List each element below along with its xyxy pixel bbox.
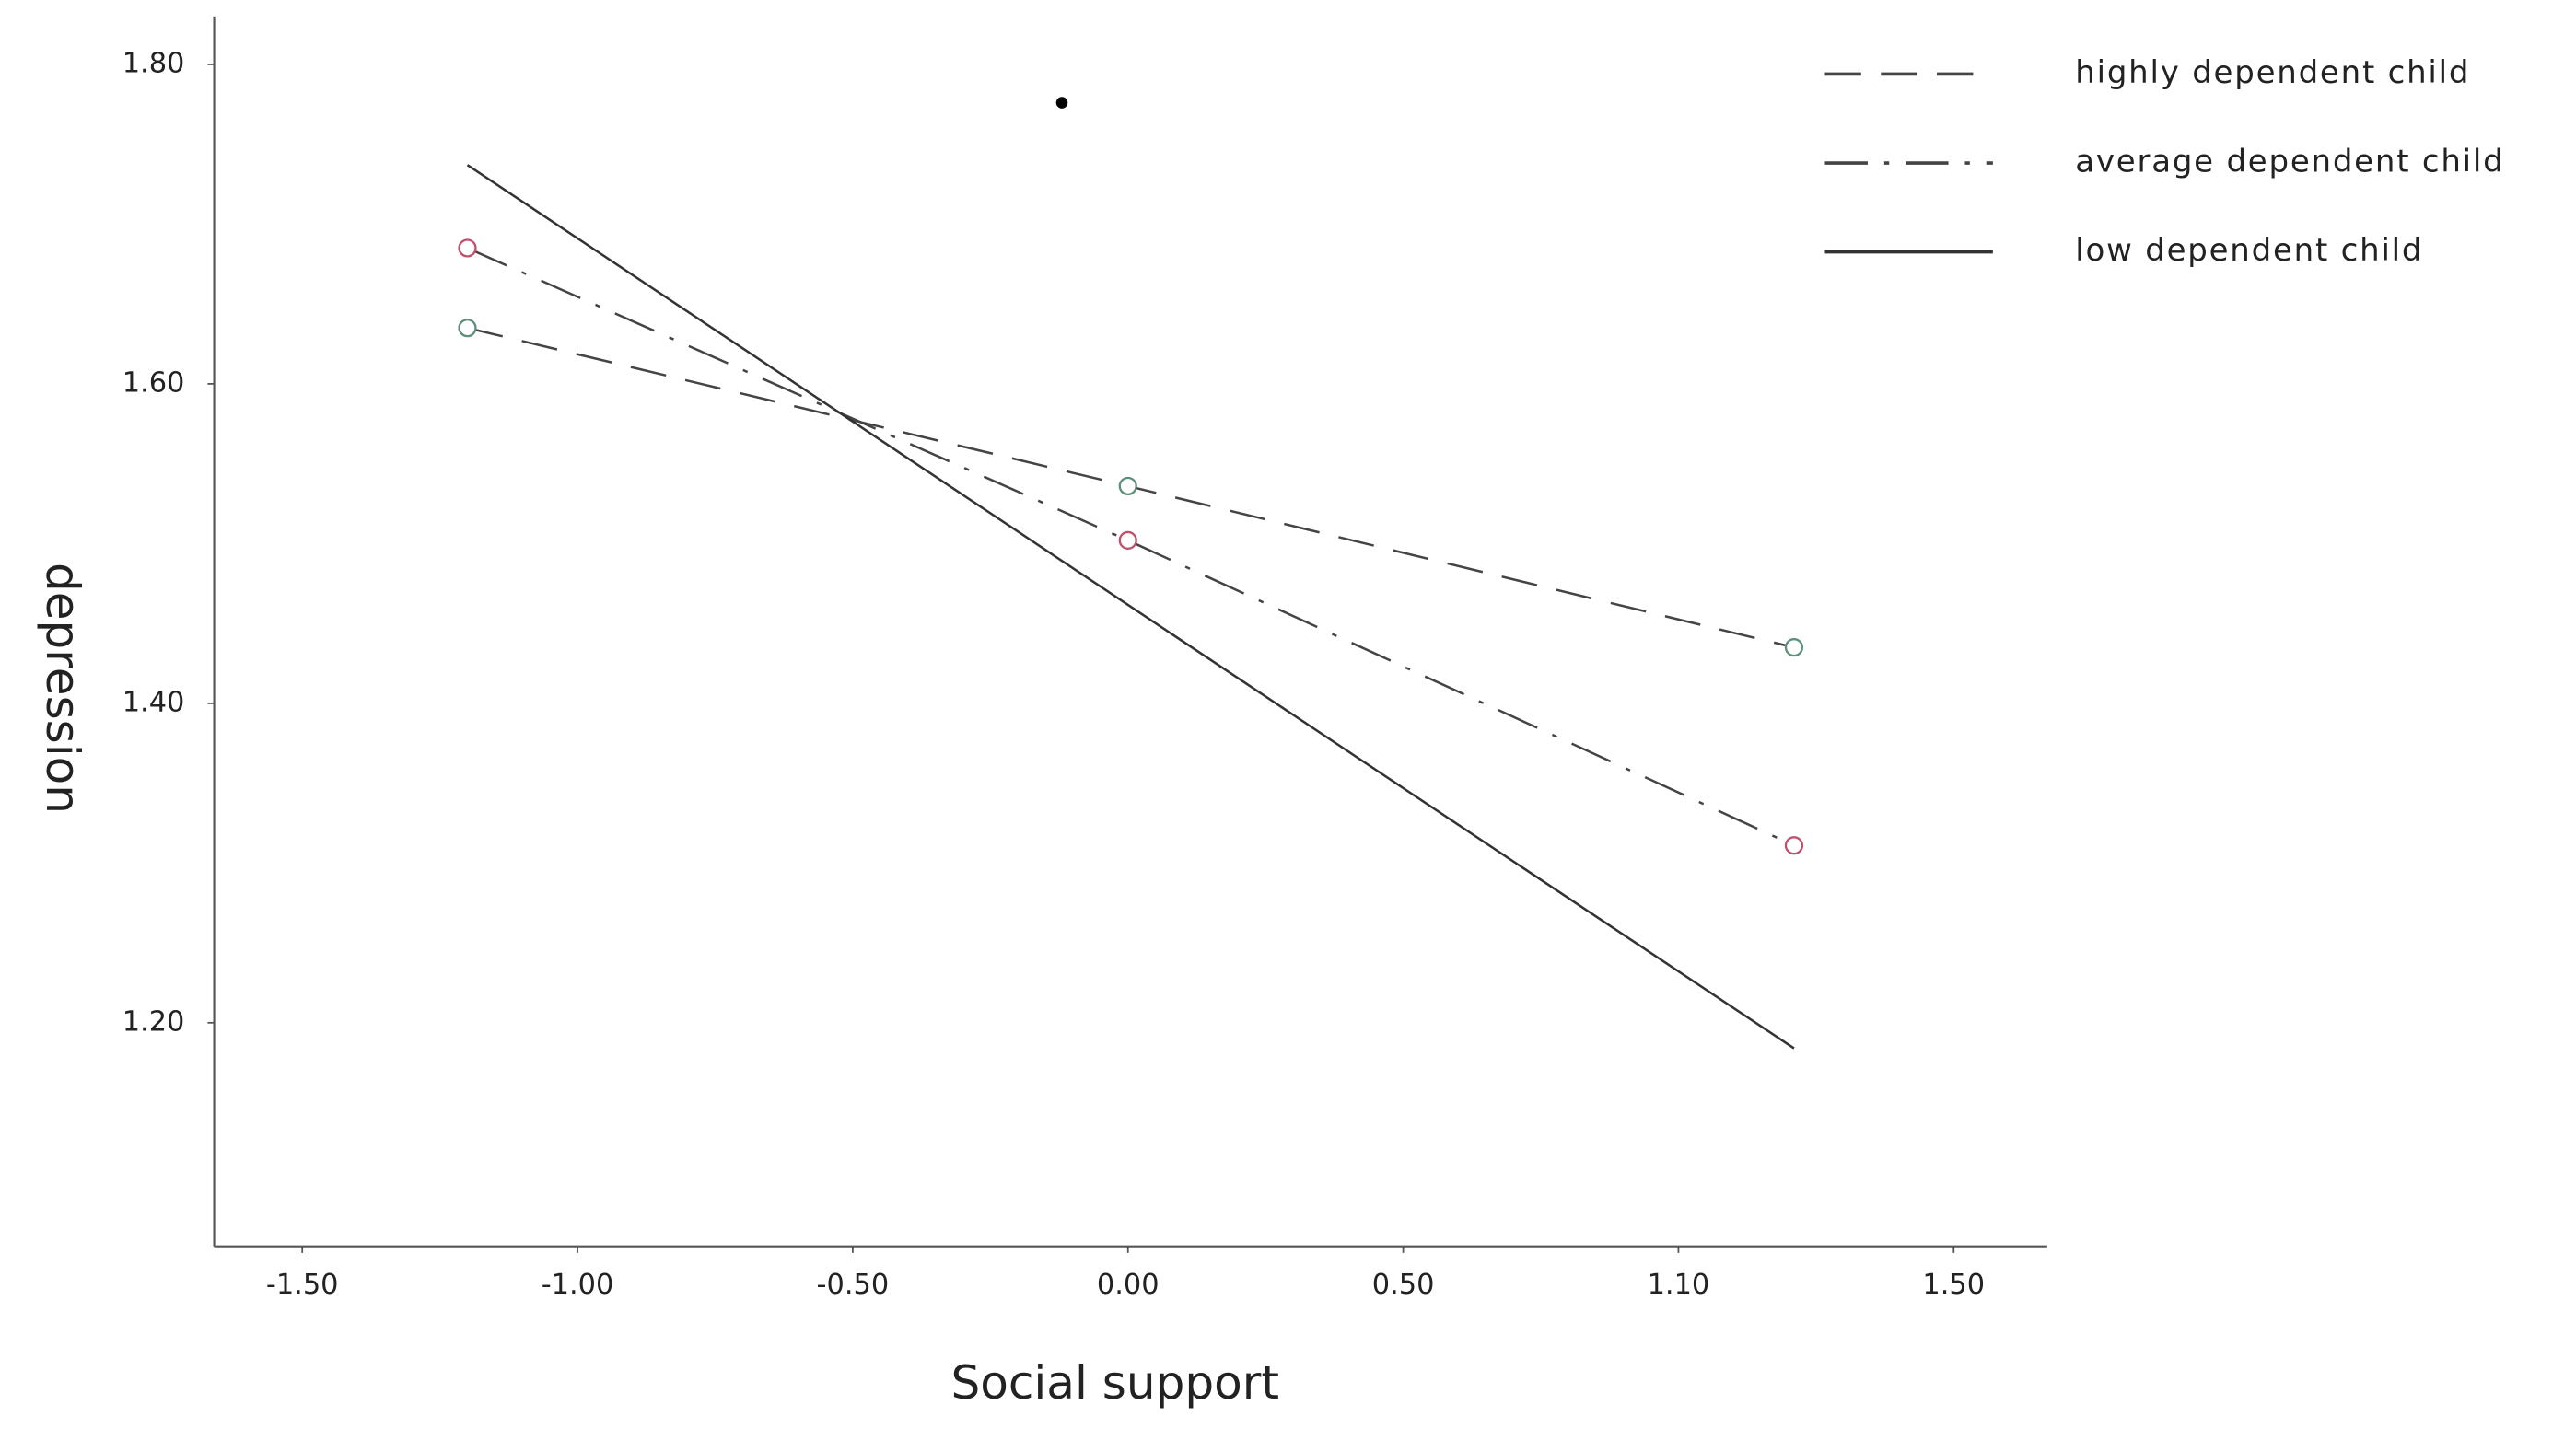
legend-label: highly dependent child bbox=[2075, 54, 2470, 91]
x-tick-label: -0.50 bbox=[817, 1269, 890, 1301]
x-tick-label: -1.00 bbox=[542, 1269, 614, 1301]
x-tick-label: -1.50 bbox=[266, 1269, 339, 1301]
point-marker bbox=[1784, 836, 1804, 855]
x-tick-label: 1.50 bbox=[1922, 1269, 1985, 1301]
series-line bbox=[466, 164, 1795, 1050]
x-axis-title: Social support bbox=[950, 1356, 1279, 1410]
point-marker bbox=[1118, 530, 1137, 551]
point-marker bbox=[458, 319, 477, 338]
y-tick-label: 1.80 bbox=[122, 47, 185, 79]
legend-label: average dependent child bbox=[2075, 144, 2504, 180]
point-marker bbox=[458, 238, 477, 258]
x-tick-label: 0.00 bbox=[1097, 1269, 1160, 1301]
y-tick-label: 1.20 bbox=[122, 1005, 185, 1038]
y-tick-label: 1.60 bbox=[122, 366, 185, 399]
point-marker bbox=[1784, 638, 1804, 657]
point-marker bbox=[1118, 476, 1137, 496]
y-tick-label: 1.40 bbox=[122, 686, 185, 718]
x-tick-label: 1.10 bbox=[1648, 1269, 1710, 1301]
legend-label: low dependent child bbox=[2075, 232, 2423, 269]
x-tick-label: 0.50 bbox=[1372, 1269, 1435, 1301]
outlier-point bbox=[1055, 97, 1068, 109]
y-axis-title: depression bbox=[36, 563, 89, 814]
series-line bbox=[466, 247, 1795, 847]
